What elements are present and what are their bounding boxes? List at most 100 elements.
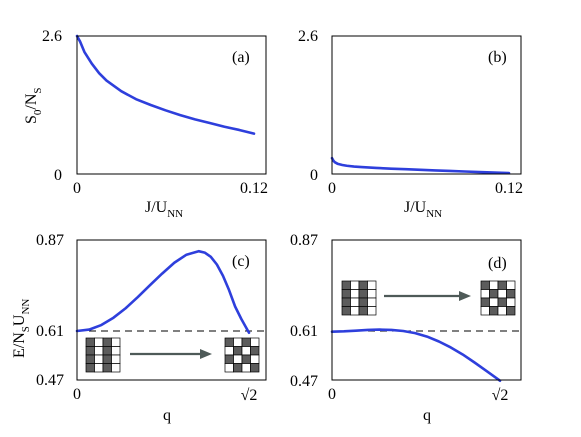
lattice-site-occupied	[241, 337, 251, 347]
lattice-site-occupied	[341, 306, 351, 316]
panel-c-curve	[75, 249, 251, 335]
panel-a-xlabel: J/UNN	[145, 199, 183, 220]
panel-b: (b) 2.6 0 0 0.12 J/UNN	[298, 28, 523, 220]
panel-b-tag: (b)	[488, 49, 507, 66]
lattice-site-empty	[497, 306, 507, 316]
lattice-site-empty	[489, 297, 499, 307]
lattice-site-occupied	[102, 363, 112, 373]
lattice-site-empty	[506, 280, 516, 290]
panel-c-xlabel: q	[163, 407, 171, 424]
panel-c-tag: (c)	[232, 253, 250, 270]
lattice-site-occupied	[358, 289, 368, 299]
lattice-site-empty	[241, 346, 251, 356]
panel-a-frame	[76, 35, 267, 175]
panel-c-ytick-top: 0.87	[36, 232, 64, 249]
panel-d-xlabel: q	[423, 407, 431, 424]
lattice-site-occupied	[85, 363, 95, 373]
panel-a-xtick-left: 0	[73, 180, 81, 197]
panel-d-ytick-top: 0.87	[290, 232, 318, 249]
lattice-site-occupied	[506, 289, 516, 299]
panel-d-curve	[330, 328, 502, 382]
lattice-site-occupied	[233, 346, 243, 356]
lattice-site-occupied	[341, 297, 351, 307]
lattice-site-occupied	[358, 280, 368, 290]
lattice-site-occupied	[480, 280, 490, 290]
panel-c-xtick-left: 0	[73, 386, 81, 403]
panel-d-ytick-middle: 0.61	[290, 323, 318, 340]
lattice-site-empty	[111, 337, 121, 347]
lattice-site-empty	[489, 280, 499, 290]
lattice-site-occupied	[497, 297, 507, 307]
lattice-site-occupied	[358, 306, 368, 316]
panel-b-xtick-left: 0	[328, 180, 336, 197]
lattice-site-occupied	[497, 280, 507, 290]
lattice-site-empty	[111, 346, 121, 356]
panel-c: (c) 0.87 0.61 0.47 0 √2 q E/NSUNN	[11, 232, 267, 424]
lattice-site-empty	[480, 289, 490, 299]
lattice-site-empty	[367, 289, 377, 299]
lattice-site-occupied	[102, 346, 112, 356]
lattice-site-empty	[350, 306, 360, 316]
panel-a-ytick-top: 2.6	[42, 28, 62, 45]
lattice-site-empty	[233, 354, 243, 364]
lattice-site-occupied	[341, 289, 351, 299]
lattice-site-empty	[224, 346, 234, 356]
lattice-site-occupied	[224, 354, 234, 364]
lattice-site-occupied	[85, 337, 95, 347]
panel-c-ylabel: E/NSUNN	[11, 299, 32, 358]
lattice-site-occupied	[250, 346, 260, 356]
panel-b-frame	[331, 35, 522, 175]
lattice-site-occupied	[102, 337, 112, 347]
panel-a-ylabel: S0/NS	[23, 87, 44, 124]
lattice-site-empty	[367, 280, 377, 290]
lattice-site-occupied	[241, 354, 251, 364]
panel-d-inset-arrow	[384, 291, 471, 301]
lattice-site-empty	[241, 363, 251, 373]
lattice-site-occupied	[224, 337, 234, 347]
lattice-site-empty	[367, 306, 377, 316]
lattice-site-occupied	[480, 297, 490, 307]
panel-b-curve	[330, 156, 511, 175]
panel-d: (d) 0.87 0.61 0.47 0 √2 q	[290, 232, 522, 424]
lattice-site-empty	[111, 354, 121, 364]
lattice-site-empty	[250, 354, 260, 364]
lattice-site-occupied	[358, 297, 368, 307]
lattice-site-empty	[350, 289, 360, 299]
lattice-site-empty	[94, 346, 104, 356]
lattice-site-occupied	[489, 289, 499, 299]
panel-c-inset-arrow	[130, 349, 212, 359]
lattice-site-occupied	[341, 280, 351, 290]
panel-c-ytick-middle: 0.61	[36, 323, 64, 340]
lattice-site-empty	[497, 289, 507, 299]
panel-b-xlabel: J/UNN	[404, 199, 442, 220]
panel-d-inset-striped-lattice	[341, 280, 377, 316]
panel-c-inset-checkerboard-lattice	[224, 337, 260, 373]
lattice-site-empty	[224, 363, 234, 373]
panel-c-xtick-right: √2	[241, 387, 258, 404]
panel-d-xtick-right: √2	[492, 387, 509, 404]
panel-a-xtick-right: 0.12	[240, 180, 268, 197]
panel-d-inset-checkerboard-lattice	[480, 280, 516, 316]
lattice-site-occupied	[85, 346, 95, 356]
lattice-site-occupied	[233, 363, 243, 373]
panel-d-ytick-bottom: 0.47	[290, 373, 318, 390]
lattice-site-empty	[111, 363, 121, 373]
panel-c-ytick-bottom: 0.47	[36, 372, 64, 389]
lattice-site-empty	[480, 306, 490, 316]
panel-a-ytick-bottom: 0	[54, 167, 62, 184]
lattice-site-empty	[250, 337, 260, 347]
panel-a: (a) 2.6 0 0 0.12 J/UNN S0/NS	[23, 28, 268, 220]
lattice-site-empty	[94, 337, 104, 347]
panel-d-frame	[331, 239, 522, 381]
panel-b-ytick-top: 2.6	[298, 28, 318, 45]
panel-c-inset-striped-lattice	[85, 337, 121, 373]
lattice-site-empty	[233, 337, 243, 347]
panel-d-tag: (d)	[488, 255, 507, 272]
lattice-site-occupied	[102, 354, 112, 364]
lattice-site-empty	[350, 280, 360, 290]
panel-b-xtick-right: 0.12	[495, 180, 523, 197]
panel-a-tag: (a)	[232, 49, 250, 66]
lattice-site-empty	[94, 363, 104, 373]
lattice-site-occupied	[250, 363, 260, 373]
